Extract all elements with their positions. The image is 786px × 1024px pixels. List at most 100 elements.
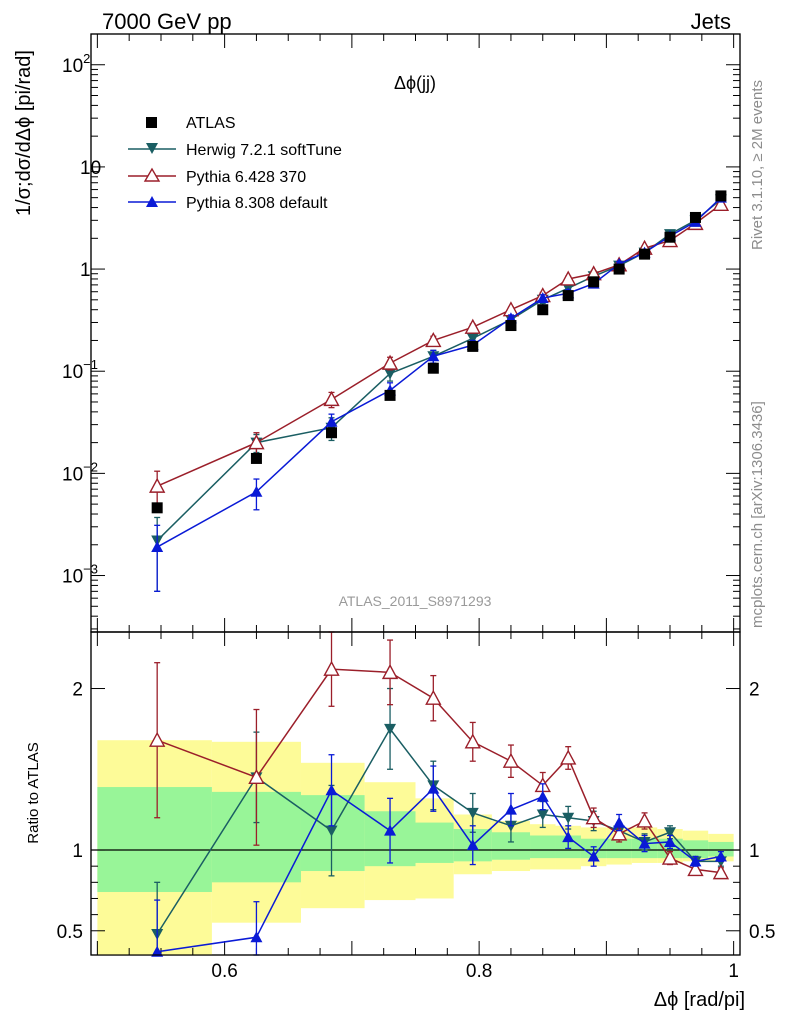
ratio-point-pythia8	[664, 835, 677, 847]
legend-marker-herwig	[128, 143, 176, 154]
legend-marker-atlas	[146, 117, 157, 128]
x-tick-label: 0.8	[466, 961, 492, 982]
ratio-point-pythia8	[613, 816, 626, 828]
ratio-point-herwig	[466, 807, 479, 819]
ratio-point-pythia8	[536, 790, 549, 802]
main-y-tick-exponent: 2	[83, 51, 90, 66]
main-point-data	[664, 231, 676, 243]
x-axis-label: Δϕ [rad/pi]	[654, 989, 745, 1011]
legend-marker-pythia8	[128, 196, 176, 207]
main-point-pythia6	[712, 195, 730, 212]
main-point-data	[250, 452, 262, 464]
main-point-pythia8	[250, 485, 263, 497]
main-point-data	[613, 263, 625, 275]
main-point-data	[562, 290, 574, 302]
ratio-point-pythia8	[466, 839, 479, 851]
ratio-y-tick-label-right: 0.5	[749, 922, 775, 943]
legend-marker-pythia6	[128, 167, 176, 182]
inner-band-bin	[606, 838, 632, 859]
inner-band-bin	[415, 822, 454, 863]
main-point-data	[689, 211, 701, 223]
x-tick-label: 1	[728, 961, 739, 982]
ratio-point-pythia6	[687, 860, 704, 877]
ratio-point-pythia8	[250, 931, 263, 943]
main-line-herwig	[156, 198, 722, 542]
main-point-data	[639, 248, 651, 260]
main-series-data	[151, 190, 727, 514]
ratio-series	[149, 631, 730, 957]
main-y-tick-label: 10−2	[62, 459, 98, 485]
ratio-point-pythia8	[714, 850, 727, 862]
main-point-pythia8	[427, 350, 440, 362]
main-y-tick-label: 102	[62, 51, 90, 77]
legend: ATLAS Herwig 7.2.1 softTune Pythia 6.428…	[128, 115, 342, 212]
main-point-pythia6	[560, 270, 577, 286]
ratio-point-herwig	[325, 825, 338, 837]
legend-label-pythia8: Pythia 8.308 default	[186, 195, 328, 212]
ratio-point-pythia6	[149, 731, 166, 747]
ratio-ticks: 0.5 0.5 1 1 2 2 0.6 0.8 1	[57, 632, 775, 982]
ratio-point-pythia6	[712, 864, 730, 880]
ratio-point-pythia6	[502, 752, 520, 768]
ratio-point-pythia6	[636, 812, 653, 828]
legend-label-pythia6: Pythia 6.428 370	[186, 169, 306, 186]
ratio-point-pythia8	[689, 855, 702, 867]
ratio-point-pythia8	[638, 837, 651, 849]
main-point-data	[467, 340, 479, 352]
analysis-watermark: ATLAS_2011_S8971293	[339, 593, 492, 609]
main-point-herwig	[466, 333, 479, 345]
ratio-point-pythia8	[325, 784, 338, 796]
ratio-y-axis-label: Ratio to ATLAS	[25, 742, 42, 843]
ratio-point-herwig	[384, 723, 397, 735]
legend-label-atlas: ATLAS	[186, 115, 236, 132]
main-point-pythia8	[325, 415, 338, 427]
ratio-uncertainty-bands	[97, 740, 734, 955]
x-tick-label: 0.6	[211, 961, 237, 982]
main-point-herwig	[384, 368, 397, 380]
ratio-point-pythia8	[562, 831, 575, 843]
ratio-point-pythia6	[323, 660, 340, 676]
ratio-y-tick-label: 0.5	[57, 922, 83, 943]
main-point-data	[384, 389, 396, 401]
ratio-point-pythia8	[427, 782, 440, 794]
ratio-y-tick-label-right: 1	[749, 841, 760, 862]
main-y-tick-label: 10−3	[62, 562, 98, 588]
header-energy: 7000 GeV pp	[102, 9, 232, 34]
ratio-point-pythia8	[587, 850, 600, 862]
main-point-pythia6	[323, 390, 340, 407]
main-point-data	[715, 190, 727, 202]
header-process: Jets	[691, 9, 731, 34]
ratio-point-pythia8	[504, 803, 517, 815]
main-point-data	[537, 304, 549, 316]
plot-title: Δϕ(jj)	[394, 73, 436, 93]
main-y-tick-label: 10−1	[62, 357, 98, 383]
main-point-data	[588, 276, 600, 288]
inner-band-bin	[97, 787, 212, 893]
main-point-pythia8	[536, 292, 549, 304]
main-series	[149, 190, 730, 592]
ratio-y-tick-label-right: 2	[749, 680, 760, 701]
main-point-pythia6	[248, 434, 265, 450]
ratio-series-pythia8	[151, 754, 727, 957]
ratio-point-pythia6	[381, 663, 399, 680]
ratio-point-pythia8	[384, 824, 397, 836]
ratio-point-herwig	[562, 812, 575, 824]
main-point-pythia6	[149, 477, 166, 493]
inner-band-bin	[530, 835, 556, 859]
ratio-point-pythia8	[151, 945, 164, 957]
main-point-pythia6	[425, 331, 442, 348]
ratio-point-herwig	[536, 809, 549, 821]
mcplots-label: mcplots.cern.ch [arXiv:1306.3436]	[749, 401, 766, 628]
ratio-point-pythia6	[560, 749, 577, 765]
main-point-data	[427, 362, 439, 374]
ratio-point-pythia6	[661, 849, 679, 865]
main-line-pythia8	[156, 197, 722, 548]
main-point-data	[505, 320, 517, 332]
main-point-pythia6	[464, 318, 481, 334]
main-point-data	[151, 502, 163, 514]
main-point-data	[326, 427, 338, 439]
ratio-point-herwig	[664, 827, 677, 839]
legend-label-herwig: Herwig 7.2.1 softTune	[186, 142, 342, 159]
